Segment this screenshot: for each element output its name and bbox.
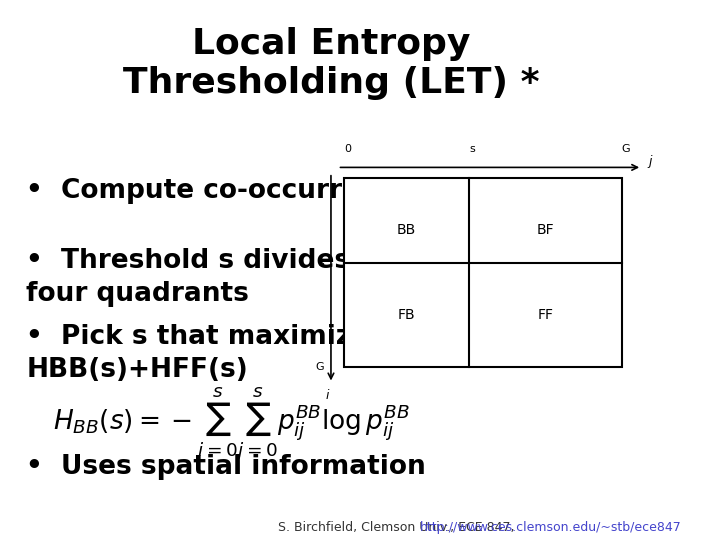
- Text: http://www.ces.clemson.edu/~stb/ece847: http://www.ces.clemson.edu/~stb/ece847: [420, 521, 682, 534]
- Text: S. Birchfield, Clemson Univ., ECE 847,: S. Birchfield, Clemson Univ., ECE 847,: [278, 521, 518, 534]
- Text: FB: FB: [398, 308, 415, 322]
- Text: G: G: [315, 362, 324, 372]
- Text: s: s: [469, 144, 475, 154]
- Text: 0: 0: [344, 144, 351, 154]
- Text: s: s: [318, 258, 324, 268]
- Text: j: j: [649, 156, 652, 168]
- Text: Local Entropy
Thresholding (LET) *: Local Entropy Thresholding (LET) *: [122, 27, 539, 100]
- Text: i: i: [326, 389, 330, 402]
- Text: •  Pick s that maximizes
HBB(s)+HFF(s): • Pick s that maximizes HBB(s)+HFF(s): [27, 324, 385, 383]
- Text: •  Uses spatial information: • Uses spatial information: [27, 454, 426, 480]
- Text: $H_{BB}(s) = -\sum_{i=0}^{s}\sum_{j=0}^{s} p_{ij}^{BB} \log p_{ij}^{BB}$: $H_{BB}(s) = -\sum_{i=0}^{s}\sum_{j=0}^{…: [53, 386, 410, 463]
- Text: BF: BF: [537, 223, 554, 237]
- Text: G: G: [621, 144, 630, 154]
- Text: FF: FF: [538, 308, 554, 322]
- Text: •  Compute co-occurrence matrix: • Compute co-occurrence matrix: [27, 178, 519, 204]
- Text: •  Threshold s divides matrix into
four quadrants: • Threshold s divides matrix into four q…: [27, 248, 525, 307]
- Text: BB: BB: [397, 223, 416, 237]
